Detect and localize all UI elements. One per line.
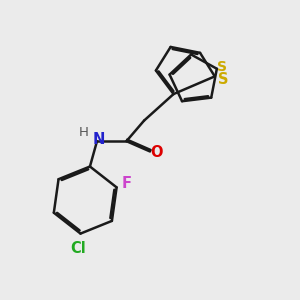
Text: S: S [218, 72, 228, 87]
Text: H: H [79, 126, 89, 139]
Text: N: N [92, 132, 105, 147]
Text: S: S [217, 59, 227, 74]
Text: Cl: Cl [70, 241, 86, 256]
Text: F: F [122, 176, 132, 191]
Text: O: O [150, 146, 163, 160]
